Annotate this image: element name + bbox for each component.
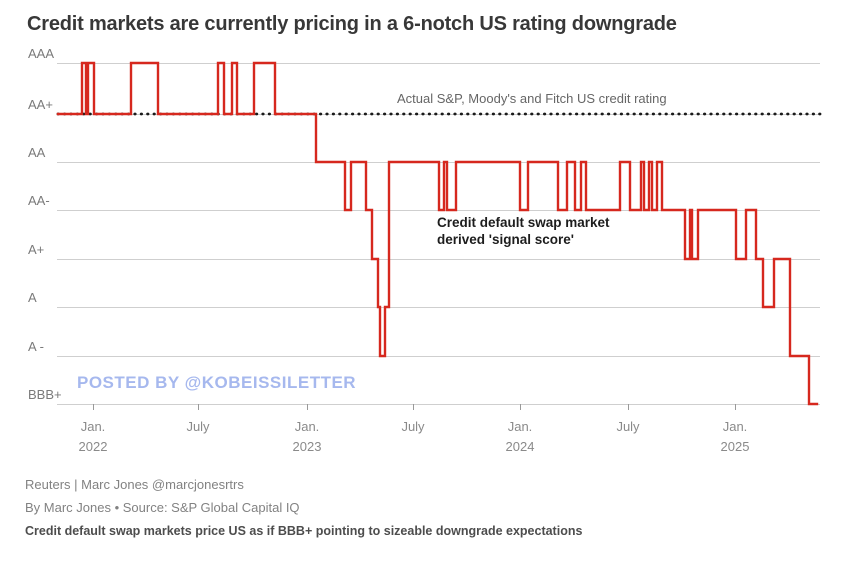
footer-source: By Marc Jones • Source: S&P Global Capit…: [25, 500, 300, 515]
footer-byline: Reuters | Marc Jones @marcjonesrtrs: [25, 477, 244, 492]
y-axis-label-aa: AA: [28, 145, 46, 160]
actual-rating-annotation: Actual S&P, Moody's and Fitch US credit …: [397, 91, 667, 106]
x-axis-label-july-2023: July: [401, 419, 425, 434]
watermark: POSTED BY @KOBEISSILETTER: [77, 373, 357, 392]
x-axis-label-jan-2022: Jan. 2022: [78, 419, 108, 454]
y-axis-label-bbb-plus: BBB+: [28, 387, 62, 402]
x-axis-label-jan-2025: Jan. 2025: [720, 419, 750, 454]
signal-step-line: [56, 61, 819, 406]
x-axis-label-july-2022: July: [186, 419, 210, 434]
x-axis-label-july-2024: July: [616, 419, 640, 434]
x-axis-label-jan-2024: Jan. 2024: [505, 419, 535, 454]
y-axis-label-aa-minus: AA-: [28, 193, 50, 208]
chart-title: Credit markets are currently pricing in …: [27, 13, 677, 35]
signal-score-annotation: Credit default swap market derived 'sign…: [437, 215, 610, 247]
y-axis-label-a-minus: A -: [28, 339, 44, 354]
footer-caption: Credit default swap markets price US as …: [25, 524, 583, 538]
x-axis-label-jan-2023: Jan. 2023: [292, 419, 322, 454]
y-axis-label-aa-plus: AA+: [28, 97, 53, 112]
y-axis-label-aaa: AAA: [28, 46, 55, 61]
y-axis-label-a: A: [28, 290, 37, 305]
y-axis-label-a-plus: A+: [28, 242, 45, 257]
